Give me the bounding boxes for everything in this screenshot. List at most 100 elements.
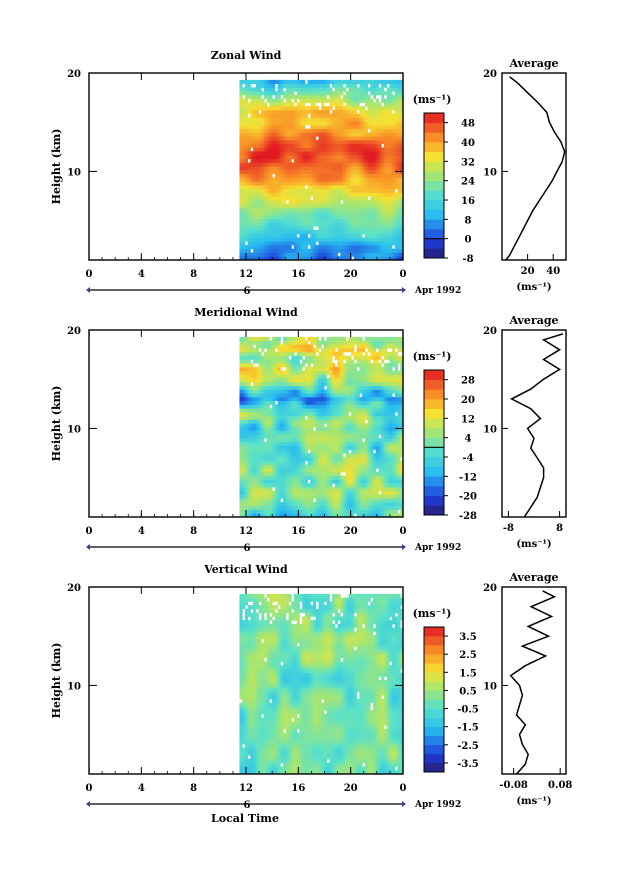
panel1-heat-cell	[242, 248, 246, 253]
panel1-heat-cell	[280, 166, 284, 171]
panel2-heat-cell	[318, 426, 322, 432]
panel2-heat-cell	[269, 400, 273, 405]
panel2-heat-cell	[285, 471, 289, 477]
panel1-heat-cell	[266, 226, 270, 231]
panel2-heat-cell	[334, 415, 338, 420]
panel1-heat-cell	[244, 218, 249, 223]
panel2-heat-cell	[277, 498, 281, 503]
panel1-heat-cell	[266, 94, 270, 100]
panel1-heat-cell	[261, 226, 265, 231]
panel2-heat-cell	[353, 501, 358, 507]
panel2-heat-cell	[244, 408, 249, 413]
panel1-xtick-label: 0	[86, 269, 93, 280]
panel2-heat-cell	[302, 396, 306, 402]
panel1-heat-cell	[302, 151, 306, 156]
panel1-heat-cell	[367, 226, 371, 231]
panel1-heat-cell	[362, 203, 366, 208]
panel1-heat-cell	[323, 252, 328, 257]
panel1-heat-cell	[258, 218, 262, 223]
panel2-heat-cell	[307, 438, 311, 443]
panel2-heat-cell	[304, 374, 309, 379]
panel2-heat-cell	[307, 498, 311, 503]
panel1-heat-cell	[283, 184, 287, 190]
panel2-heat-cell	[242, 389, 246, 394]
panel1-heat-cell	[362, 91, 366, 96]
panel1-heat-cell	[310, 214, 314, 220]
panel1-heat-cell	[299, 136, 303, 141]
panel2-heat-cell	[269, 498, 273, 503]
panel1-heat-cell	[323, 98, 328, 103]
panel1-heat-cell	[310, 226, 314, 231]
panel2-heat-cell	[266, 423, 270, 428]
panel1-heat-cell	[375, 166, 379, 171]
panel1-heat-cell	[274, 181, 279, 186]
panel1-heat-cell	[283, 124, 287, 130]
panel1-heat-cell	[263, 132, 268, 137]
panel1-heat-cell	[285, 136, 289, 141]
panel1-heat-cell	[367, 79, 371, 85]
panel1-heat-cell	[313, 222, 317, 227]
panel1-heat-cell	[332, 154, 336, 160]
panel1-heat-cell	[340, 98, 344, 103]
panel1-heat-cell	[392, 132, 396, 137]
panel2-heat-cell	[255, 400, 259, 405]
panel1-heat-cell	[370, 83, 374, 88]
panel1-heat-cell	[392, 181, 396, 186]
panel1-heat-cell	[345, 79, 349, 85]
panel2-heat-cell	[263, 393, 268, 398]
panel2-heat-cell	[253, 434, 257, 439]
panel1-heat-cell	[296, 226, 300, 231]
panel2-heat-cell	[283, 359, 287, 364]
panel1-heat-cell	[329, 132, 333, 137]
panel2-heat-cell	[296, 366, 300, 372]
panel1-heat-cell	[367, 222, 371, 227]
panel2-heat-cell	[332, 374, 336, 379]
panel2-heat-cell	[348, 505, 352, 510]
panel1-heat-cell	[263, 158, 268, 163]
panel1-heat-cell	[321, 233, 325, 238]
panel2-heat-cell	[337, 445, 341, 450]
panel1-heat-cell	[364, 222, 368, 227]
panel2-heat-cell	[334, 486, 338, 492]
panel2-heat-cell	[250, 348, 254, 353]
panel2-heat-cell	[253, 505, 257, 510]
panel1-heat-cell	[247, 207, 251, 212]
panel1-heat-cell	[310, 106, 314, 111]
panel1-heat-cell	[304, 248, 309, 253]
panel1-heat-cell	[329, 256, 333, 261]
panel2-heat-cell	[277, 453, 281, 458]
panel1-heat-cell	[302, 117, 306, 122]
panel1-heat-cell	[304, 241, 309, 246]
panel1-heat-cell	[351, 91, 355, 96]
panel1-heat-cell	[261, 222, 265, 227]
panel2-heat-cell	[340, 475, 344, 480]
panel1-heat-cell	[269, 199, 273, 205]
panel2-heat-cell	[250, 336, 254, 342]
panel2-heat-cell	[258, 389, 262, 394]
panel1-heat-cell	[307, 188, 311, 193]
panel2-heat-cell	[296, 351, 300, 357]
panel1-heat-cell	[394, 147, 398, 152]
panel1-heat-cell	[332, 218, 336, 223]
panel1-heat-cell	[343, 124, 347, 130]
panel1-heat-cell	[397, 79, 401, 85]
panel1-heat-cell	[266, 132, 270, 137]
panel2-heat-cell	[334, 381, 338, 387]
panel1-heat-cell	[296, 244, 300, 250]
panel2-heat-cell	[337, 483, 341, 488]
panel2-heat-cell	[239, 498, 243, 503]
panel1-heat-cell	[373, 154, 377, 160]
panel1-heat-cell	[285, 177, 289, 182]
panel2-heat-cell	[283, 468, 287, 473]
panel1-heat-cell	[348, 94, 352, 100]
panel1-heat-cell	[255, 143, 259, 148]
panel1-heat-cell	[329, 147, 333, 152]
panel2-heat-cell	[258, 509, 262, 514]
panel1-heat-cell	[326, 91, 330, 96]
panel1-heat-cell	[288, 188, 292, 193]
panel1-heat-cell	[269, 222, 273, 227]
panel1-heat-cell	[258, 124, 262, 130]
panel1-heat-cell	[381, 203, 385, 208]
panel2-heat-cell	[274, 378, 279, 383]
panel2-heat-cell	[326, 438, 330, 443]
